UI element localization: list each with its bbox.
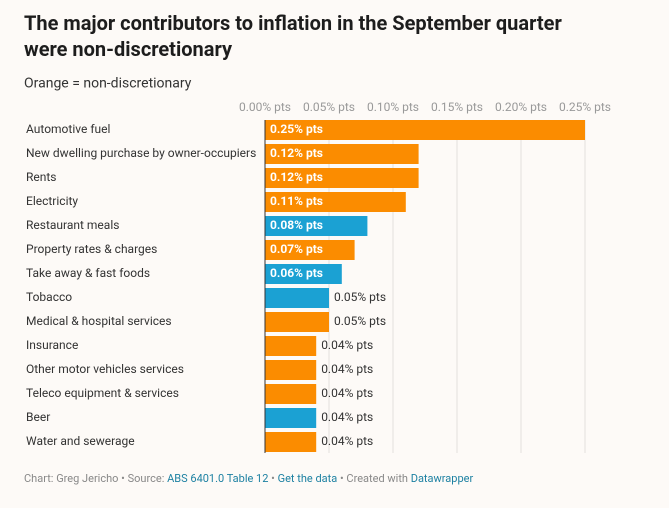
bar xyxy=(265,432,317,452)
bar xyxy=(265,144,419,164)
footer-link[interactable]: Get the data xyxy=(278,472,338,485)
category-label: Automotive fuel xyxy=(26,122,110,136)
footer-text: • xyxy=(268,472,277,485)
value-label: 0.04% pts xyxy=(321,338,373,352)
category-label: Beer xyxy=(26,410,50,424)
bar xyxy=(265,360,317,380)
category-label: Rents xyxy=(26,170,57,184)
value-label: 0.05% pts xyxy=(334,290,386,304)
value-label: 0.04% pts xyxy=(321,386,373,400)
value-label: 0.12% pts xyxy=(270,146,323,160)
bar xyxy=(265,216,368,236)
bar xyxy=(265,120,585,140)
x-tick-label: 0.10% pts xyxy=(367,100,419,114)
category-label: Teleco equipment & services xyxy=(26,386,179,400)
category-label: New dwelling purchase by owner-occupiers xyxy=(26,146,256,160)
bar xyxy=(265,312,329,332)
value-label: 0.04% pts xyxy=(321,362,373,376)
category-label: Insurance xyxy=(26,338,78,352)
category-label: Restaurant meals xyxy=(26,218,119,232)
bar xyxy=(265,264,342,284)
value-label: 0.05% pts xyxy=(334,314,386,328)
footer-link[interactable]: ABS 6401.0 Table 12 xyxy=(167,472,268,485)
value-label: 0.04% pts xyxy=(321,434,373,448)
value-label: 0.08% pts xyxy=(270,218,323,232)
value-label: 0.04% pts xyxy=(321,410,373,424)
bar xyxy=(265,384,317,404)
bar xyxy=(265,192,406,212)
footer-link[interactable]: Datawrapper xyxy=(411,472,474,485)
value-label: 0.07% pts xyxy=(270,242,323,256)
category-label: Electricity xyxy=(26,194,78,208)
bar xyxy=(265,408,317,428)
footer: Chart: Greg Jericho • Source: ABS 6401.0… xyxy=(24,472,473,485)
category-label: Property rates & charges xyxy=(26,242,157,256)
bar xyxy=(265,240,355,260)
chart-subtitle: Orange = non-discretionary xyxy=(24,76,192,92)
x-tick-label: 0.00% pts xyxy=(239,100,291,114)
category-label: Other motor vehicles services xyxy=(26,362,184,376)
x-tick-label: 0.05% pts xyxy=(303,100,355,114)
value-label: 0.06% pts xyxy=(270,266,323,280)
x-tick-label: 0.20% pts xyxy=(495,100,547,114)
footer-text: • Created with xyxy=(337,472,410,485)
bar xyxy=(265,168,419,188)
category-label: Medical & hospital services xyxy=(26,314,172,328)
value-label: 0.11% pts xyxy=(270,194,323,208)
x-tick-label: 0.15% pts xyxy=(431,100,483,114)
value-label: 0.12% pts xyxy=(270,170,323,184)
value-label: 0.25% pts xyxy=(270,122,323,136)
x-tick-label: 0.25% pts xyxy=(559,100,611,114)
footer-text: Chart: Greg Jericho • Source: xyxy=(24,472,167,485)
bar xyxy=(265,288,329,308)
category-label: Tobacco xyxy=(26,290,72,304)
chart-title: The major contributors to inflation in t… xyxy=(24,11,562,61)
category-label: Water and sewerage xyxy=(26,434,135,448)
bar xyxy=(265,336,317,356)
category-label: Take away & fast foods xyxy=(26,266,150,280)
